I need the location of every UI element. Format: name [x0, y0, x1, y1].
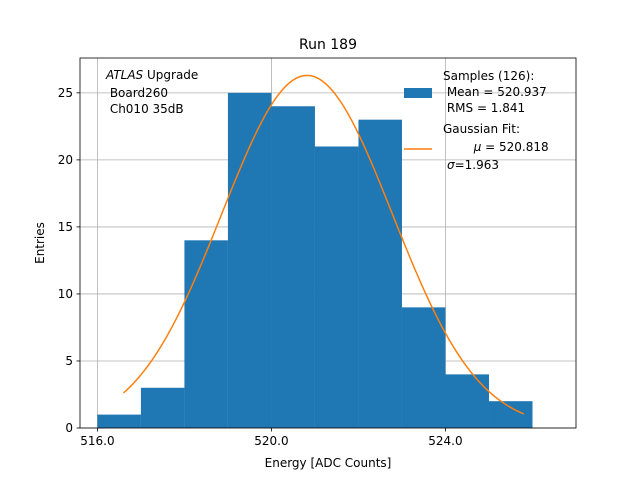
histogram-bar [227, 92, 272, 428]
x-tick-label: 524.0 [428, 434, 462, 448]
y-tick-label: 25 [58, 86, 73, 100]
y-tick-label: 15 [58, 220, 73, 234]
legend-fit-title: Gaussian Fit: [443, 122, 520, 136]
x-tick-label: 516.0 [80, 434, 114, 448]
x-axis-label: Energy [ADC Counts] [265, 456, 392, 470]
histogram-bar [445, 374, 489, 428]
histogram-bar [401, 307, 446, 428]
histogram-bar [488, 401, 533, 428]
gaussian-fit-curve [123, 74, 525, 415]
histogram-bar [97, 414, 141, 428]
atlas-annotation: ATLAS Upgrade Board260 Ch010 35dB [105, 68, 198, 116]
svg-text:ATLAS Upgrade: ATLAS Upgrade [105, 68, 198, 82]
chart-title: Run 189 [299, 37, 357, 53]
legend-fit-mu-symbol: μ [473, 140, 482, 154]
legend-samples-title: Samples (126): [443, 69, 534, 83]
histogram-bar [314, 146, 359, 428]
atlas-label: ATLAS [105, 68, 144, 82]
x-tick-label: 520.0 [254, 434, 288, 448]
histogram-bar [140, 387, 185, 428]
y-tick-label: 20 [58, 153, 73, 167]
y-tick-label: 0 [65, 421, 73, 435]
y-axis-label: Entries [33, 222, 47, 264]
histogram-bars [97, 92, 533, 429]
svg-text:μ = 520.818: μ = 520.818 [447, 140, 568, 154]
histogram-bar [184, 240, 228, 428]
legend-fit-sigma-symbol: σ [447, 158, 455, 172]
legend: Samples (126): Mean = 520.937 RMS = 1.84… [404, 69, 568, 172]
legend-samples-mean: Mean = 520.937 [443, 85, 547, 99]
channel-label: Ch010 35dB [106, 102, 184, 116]
board-label: Board260 [106, 86, 168, 100]
legend-samples-rms: RMS = 1.841 [443, 101, 525, 115]
y-tick-label: 5 [65, 354, 73, 368]
plot-frame [79, 57, 577, 429]
atlas-upgrade-label: Upgrade [143, 68, 198, 82]
legend-fit-sigma-value: =1.963 [455, 158, 499, 172]
svg-text:σ=1.963: σ=1.963 [447, 158, 499, 172]
histogram-bar [271, 106, 315, 429]
y-tick-label: 10 [58, 287, 73, 301]
axis-ticks: 516.0 520.0 524.0 0 5 10 15 20 25 [58, 86, 463, 448]
legend-fit-mu-value: = 520.818 [481, 140, 548, 154]
legend-swatch-samples [404, 88, 432, 98]
histogram-bar [358, 119, 402, 429]
